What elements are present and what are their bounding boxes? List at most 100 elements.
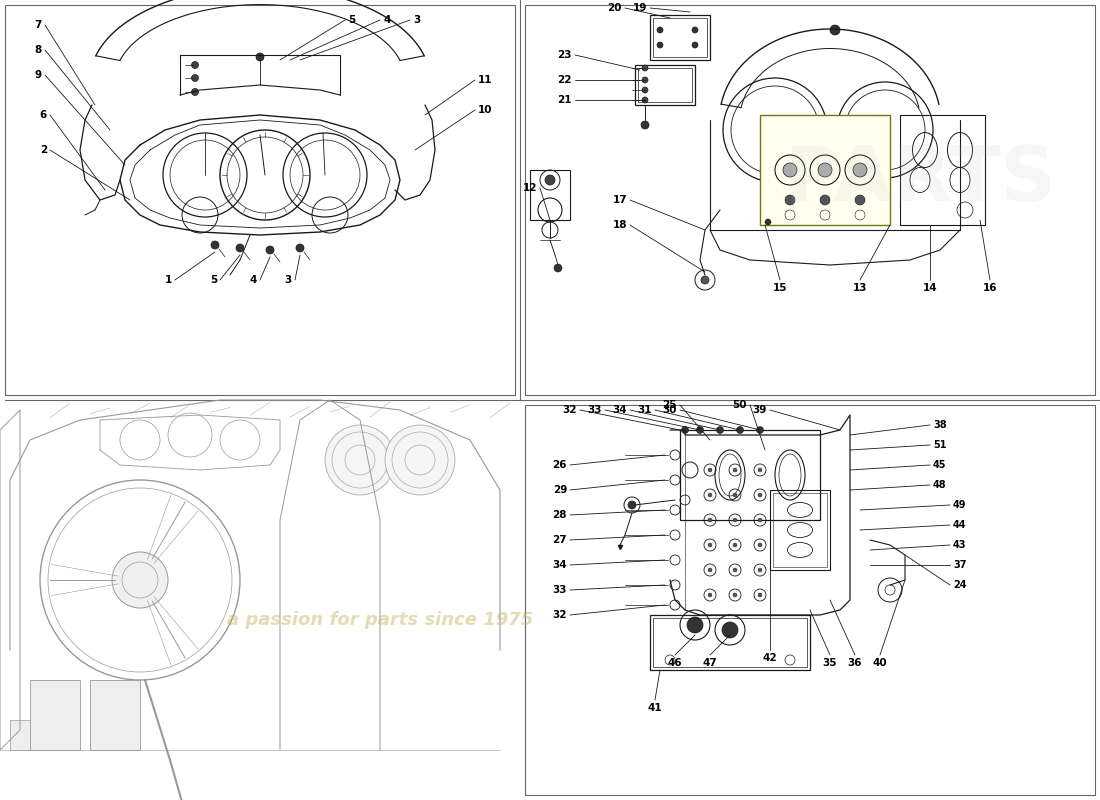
Circle shape: [716, 426, 724, 434]
Text: 40: 40: [872, 658, 888, 668]
Circle shape: [708, 468, 712, 472]
Text: 14: 14: [923, 283, 937, 293]
Text: 49: 49: [953, 500, 967, 510]
Circle shape: [642, 65, 648, 71]
Text: 39: 39: [752, 405, 767, 415]
Text: 13: 13: [852, 283, 867, 293]
Circle shape: [733, 493, 737, 497]
Text: 23: 23: [558, 50, 572, 60]
Circle shape: [783, 163, 798, 177]
Circle shape: [266, 246, 274, 254]
Circle shape: [657, 42, 663, 48]
Text: 48: 48: [933, 480, 947, 490]
Circle shape: [758, 568, 762, 572]
Text: 6: 6: [40, 110, 47, 120]
Circle shape: [757, 426, 763, 434]
Text: 34: 34: [613, 405, 627, 415]
Bar: [773, 493, 827, 567]
Text: 19: 19: [632, 3, 647, 13]
Circle shape: [733, 568, 737, 572]
Circle shape: [688, 617, 703, 633]
Circle shape: [256, 53, 264, 61]
Text: 22: 22: [558, 75, 572, 85]
Bar: [680, 430, 820, 520]
Bar: [10, 720, 30, 750]
Text: 28: 28: [552, 510, 567, 520]
Circle shape: [708, 593, 712, 597]
Circle shape: [544, 175, 556, 185]
Text: 12: 12: [522, 183, 537, 193]
Circle shape: [785, 195, 795, 205]
Text: 4: 4: [383, 15, 390, 25]
Circle shape: [692, 42, 698, 48]
Circle shape: [708, 568, 712, 572]
Circle shape: [820, 195, 830, 205]
Text: 42: 42: [762, 653, 778, 663]
Text: 43: 43: [953, 540, 967, 550]
Text: 47: 47: [703, 658, 717, 668]
Text: 3: 3: [412, 15, 420, 25]
Text: a passion for parts since 1975: a passion for parts since 1975: [227, 611, 534, 629]
Circle shape: [758, 593, 762, 597]
Circle shape: [692, 27, 698, 33]
Circle shape: [191, 89, 198, 95]
Text: 3: 3: [285, 275, 292, 285]
Circle shape: [737, 426, 744, 434]
Circle shape: [818, 163, 832, 177]
Bar: [30, 680, 80, 750]
Text: 18: 18: [613, 220, 627, 230]
Text: 8: 8: [35, 45, 42, 55]
Circle shape: [758, 468, 762, 472]
Circle shape: [236, 244, 244, 252]
Bar: [6, 5, 515, 395]
Circle shape: [191, 74, 198, 82]
Text: 30: 30: [662, 405, 676, 415]
Text: 25: 25: [662, 400, 676, 410]
Circle shape: [830, 25, 840, 35]
Circle shape: [696, 426, 704, 434]
Circle shape: [701, 276, 710, 284]
Text: 15: 15: [772, 283, 788, 293]
Circle shape: [385, 425, 455, 495]
Circle shape: [682, 426, 689, 434]
Text: 26: 26: [552, 460, 567, 470]
Circle shape: [554, 264, 562, 272]
Circle shape: [758, 518, 762, 522]
Bar: [653, 618, 807, 667]
Text: 1: 1: [165, 275, 172, 285]
Text: 20: 20: [607, 3, 621, 13]
Text: 33: 33: [587, 405, 602, 415]
Text: 16: 16: [982, 283, 998, 293]
Text: 5: 5: [348, 15, 355, 25]
Circle shape: [733, 518, 737, 522]
Text: 4: 4: [250, 275, 257, 285]
Bar: [635, 65, 695, 105]
Circle shape: [211, 241, 219, 249]
Circle shape: [733, 593, 737, 597]
Text: 31: 31: [638, 405, 652, 415]
Bar: [638, 68, 692, 102]
Text: 17: 17: [613, 195, 627, 205]
Text: 24: 24: [953, 580, 967, 590]
Circle shape: [758, 543, 762, 547]
Text: 9: 9: [35, 70, 42, 80]
Circle shape: [191, 62, 198, 69]
Text: 32: 32: [562, 405, 578, 415]
Circle shape: [324, 425, 395, 495]
Bar: [650, 615, 810, 670]
Text: 5: 5: [210, 275, 217, 285]
Text: 10: 10: [478, 105, 493, 115]
Circle shape: [722, 622, 738, 638]
Circle shape: [296, 244, 304, 252]
Text: 21: 21: [558, 95, 572, 105]
Circle shape: [708, 493, 712, 497]
Bar: [530, 170, 570, 220]
Text: 27: 27: [552, 535, 567, 545]
Text: 45: 45: [933, 460, 946, 470]
Text: 41: 41: [648, 703, 662, 713]
Bar: [653, 18, 707, 57]
Circle shape: [855, 195, 865, 205]
Text: 29: 29: [552, 485, 567, 495]
Text: 2: 2: [40, 145, 47, 155]
Circle shape: [852, 163, 867, 177]
